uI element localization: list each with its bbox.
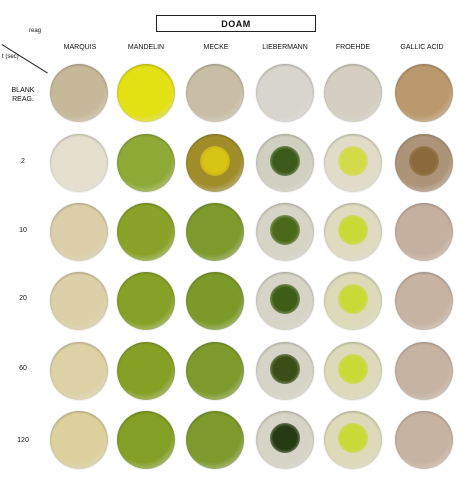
reaction-spot — [270, 423, 300, 453]
reaction-well — [117, 272, 175, 330]
reaction-spot — [409, 146, 439, 176]
reaction-well — [324, 411, 382, 469]
reaction-well — [50, 342, 108, 400]
reagent-header-liebermann: LIEBERMANN — [262, 44, 308, 51]
reaction-well — [50, 64, 108, 122]
reaction-spot — [270, 354, 300, 384]
reaction-well — [256, 342, 314, 400]
reaction-well — [186, 411, 244, 469]
reaction-well — [50, 203, 108, 261]
reaction-well — [395, 64, 453, 122]
reaction-well — [186, 64, 244, 122]
reaction-well — [324, 134, 382, 192]
reaction-well — [256, 64, 314, 122]
reaction-well — [324, 64, 382, 122]
reaction-well — [395, 342, 453, 400]
reaction-well — [186, 134, 244, 192]
reaction-well — [117, 134, 175, 192]
reagent-header-mandelin: MANDELIN — [127, 44, 165, 51]
reaction-well — [324, 342, 382, 400]
reaction-spot — [338, 215, 368, 245]
reagent-header-froehde: FROEHDE — [335, 44, 371, 51]
reaction-well — [117, 411, 175, 469]
row-label-20: 20 — [19, 295, 27, 302]
row-label-blank: BLANK REAG. — [11, 87, 35, 103]
time-axis-label: t (sec) — [2, 54, 19, 60]
reaction-well — [395, 272, 453, 330]
reaction-spot — [338, 423, 368, 453]
reaction-well — [117, 64, 175, 122]
reaction-well — [324, 272, 382, 330]
reaction-well — [324, 203, 382, 261]
reaction-well — [395, 203, 453, 261]
reaction-well — [117, 203, 175, 261]
corner-header: reag t (sec) — [0, 28, 52, 74]
row-label-120: 120 — [17, 437, 29, 444]
figure-title: DOAM — [156, 15, 316, 32]
reaction-well — [186, 203, 244, 261]
reaction-spot — [338, 354, 368, 384]
reaction-well — [395, 134, 453, 192]
reaction-spot — [200, 146, 230, 176]
reaction-well — [256, 272, 314, 330]
reaction-well — [117, 342, 175, 400]
reagent-header-marquis: MARQUIS — [63, 44, 97, 51]
reaction-well — [50, 411, 108, 469]
reaction-well — [50, 134, 108, 192]
reaction-well — [256, 134, 314, 192]
reaction-well — [186, 272, 244, 330]
reaction-spot — [338, 284, 368, 314]
reaction-well — [395, 411, 453, 469]
reaction-spot — [270, 146, 300, 176]
reagent-header-mecke: MECKE — [203, 44, 229, 51]
reaction-well — [256, 411, 314, 469]
reaction-well — [186, 342, 244, 400]
reagent-header-gallic-acid: GALLIC ACID — [400, 44, 444, 51]
reagent-axis-label: reag — [29, 28, 42, 34]
reaction-spot — [338, 146, 368, 176]
row-label-2: 2 — [21, 158, 25, 165]
reaction-well — [256, 203, 314, 261]
reaction-spot — [270, 215, 300, 245]
row-label-10: 10 — [19, 227, 27, 234]
row-label-60: 60 — [19, 365, 27, 372]
reaction-well — [50, 272, 108, 330]
reaction-spot — [270, 284, 300, 314]
